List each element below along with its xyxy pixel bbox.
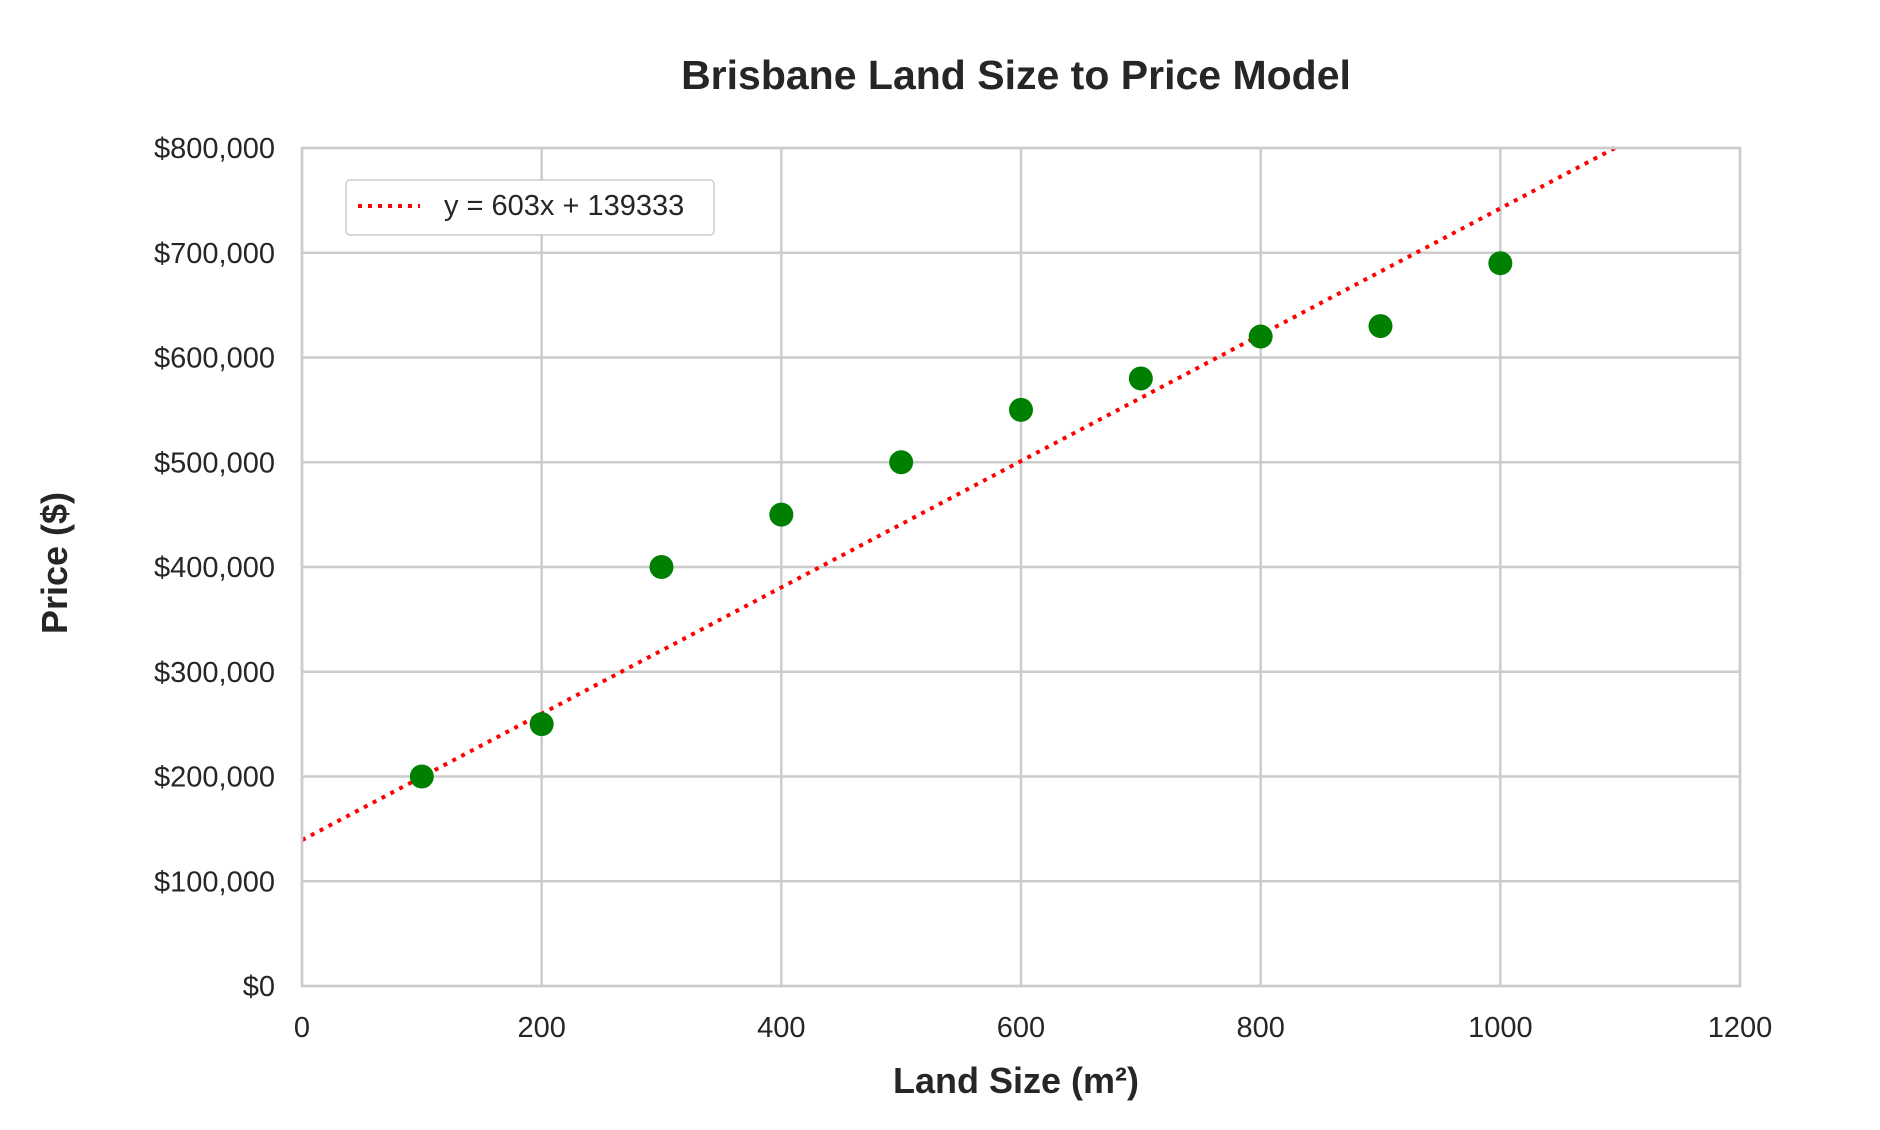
y-tick-label: $300,000 — [154, 657, 275, 689]
scatter-point — [889, 450, 914, 475]
scatter-point — [1488, 251, 1513, 276]
scatter-point — [649, 555, 674, 579]
y-tick-label: $800,000 — [154, 133, 275, 165]
scatter-point — [529, 712, 554, 737]
x-tick-label: 400 — [757, 1012, 805, 1044]
y-tick-label: $200,000 — [154, 762, 275, 794]
x-tick-label: 200 — [517, 1012, 565, 1044]
y-tick-label: $400,000 — [154, 552, 275, 584]
y-tick-label: $500,000 — [154, 447, 275, 479]
grid — [300, 146, 1742, 988]
x-tick-label: 0 — [294, 1012, 310, 1044]
regression-line — [301, 146, 1616, 842]
scatter-point — [769, 502, 794, 527]
x-axis-label: Land Size (m²) — [893, 1060, 1139, 1101]
scatter-point — [1009, 397, 1033, 422]
y-tick-label: $600,000 — [154, 343, 275, 375]
chart-title: Brisbane Land Size to Price Model — [681, 52, 1351, 98]
x-tick-label: 1200 — [1708, 1012, 1773, 1044]
legend: y = 603x + 139333 — [345, 179, 715, 236]
y-tick-label: $0 — [243, 971, 275, 1003]
x-tick-label: 1000 — [1468, 1012, 1533, 1044]
scatter-point — [1128, 366, 1153, 391]
scatter-point — [1368, 314, 1393, 339]
plot-frame — [300, 146, 1742, 988]
y-axis-label: Price ($) — [34, 492, 75, 634]
x-tick-label: 800 — [1236, 1012, 1284, 1044]
y-tick-labels: $0 $100,000 $200,000 $300,000 $400,000 $500,0… — [154, 133, 275, 1003]
legend-label: y = 603x + 139333 — [444, 190, 684, 222]
scatter-points — [409, 251, 1513, 789]
y-tick-label: $100,000 — [154, 866, 275, 898]
x-tick-labels: 0 200 400 600 800 1000 1200 — [294, 1012, 1772, 1044]
regression-line-layer — [301, 146, 1616, 842]
legend-box — [345, 179, 715, 236]
scatter-point — [1248, 324, 1273, 349]
scatter-point — [409, 764, 434, 789]
y-tick-label: $700,000 — [154, 238, 275, 270]
x-tick-label: 600 — [997, 1012, 1045, 1044]
